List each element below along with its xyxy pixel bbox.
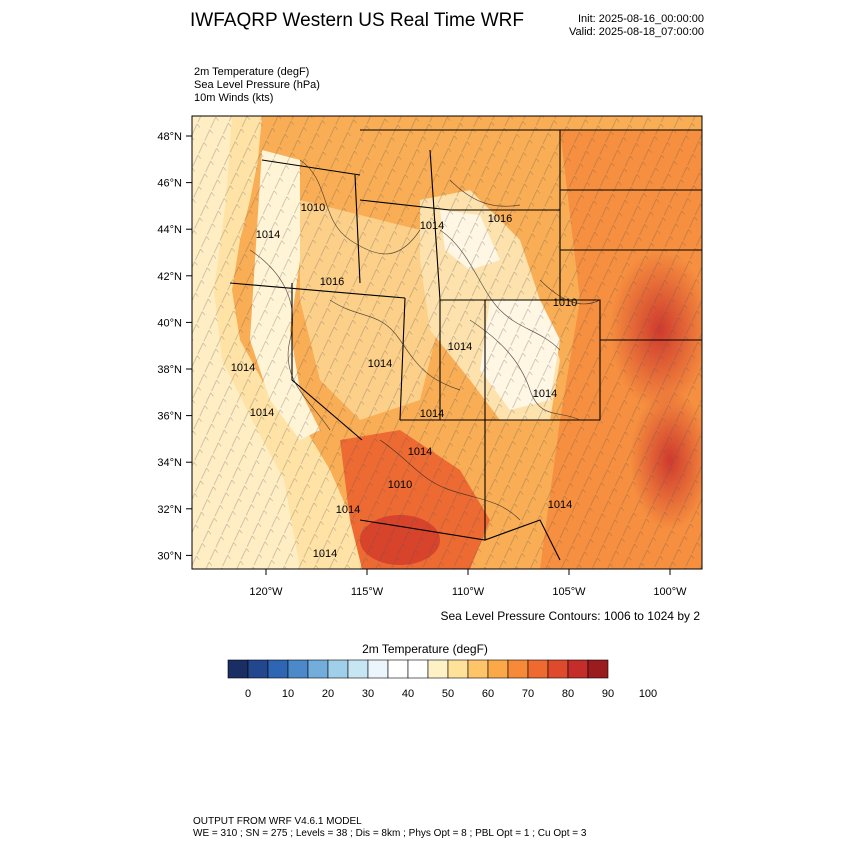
- map-frame: [191, 115, 703, 570]
- colorbar-tick-label: 10: [282, 688, 294, 700]
- colorbar-tick-label: 0: [245, 688, 251, 700]
- contour-note: Sea Level Pressure Contours: 1006 to 102…: [440, 609, 701, 623]
- pressure-label: 1016: [320, 276, 344, 288]
- lat-label: 48°N: [157, 131, 182, 143]
- init-time: Init: 2025-08-16_00:00:00: [578, 13, 704, 25]
- field-label-pressure: Sea Level Pressure (hPa): [194, 79, 320, 91]
- model-info-line1: OUTPUT FROM WRF V4.6.1 MODEL: [193, 816, 362, 827]
- colorbar-tick-label: 100: [639, 688, 657, 700]
- colorbar-title: 2m Temperature (degF): [362, 642, 488, 656]
- pressure-label: 1014: [250, 407, 274, 419]
- colorbar-tick-label: 40: [402, 688, 414, 700]
- pressure-label: 1014: [368, 358, 392, 370]
- wind-barbs: [192, 116, 702, 569]
- longitude-axis: 120°W 115°W 110°W 105°W 100°W: [249, 569, 687, 598]
- pressure-label: 1010: [553, 297, 577, 309]
- pressure-label: 1016: [488, 213, 512, 225]
- colorbar-swatch: [407, 659, 429, 679]
- pressure-label: 1014: [408, 446, 432, 458]
- lon-label: 115°W: [351, 586, 384, 598]
- model-info-line2: WE = 310 ; SN = 275 ; Levels = 38 ; Dis …: [193, 828, 587, 839]
- colorbar-swatch: [467, 659, 489, 679]
- pressure-label: 1014: [336, 504, 360, 516]
- lon-label: 100°W: [653, 586, 687, 598]
- chart-title: IWFAQRP Western US Real Time WRF: [190, 10, 524, 31]
- colorbar: 0 10 20 30 40 50 60 70 80 90 100: [227, 659, 657, 700]
- lat-label: 38°N: [157, 364, 182, 376]
- colorbar-swatch: [287, 659, 309, 679]
- pressure-label: 1014: [231, 362, 255, 374]
- field-label-temperature: 2m Temperature (degF): [194, 66, 310, 78]
- lat-label: 44°N: [157, 224, 182, 236]
- colorbar-swatch: [327, 659, 349, 679]
- latitude-axis: 48°N 46°N 44°N 42°N 40°N 38°N 36°N 34°N 32°N 30°N: [157, 131, 192, 562]
- pressure-label: 1014: [313, 548, 337, 560]
- colorbar-tick-label: 70: [522, 688, 534, 700]
- valid-time: Valid: 2025-08-18_07:00:00: [569, 26, 704, 38]
- colorbar-swatch: [427, 659, 449, 679]
- colorbar-swatch: [527, 659, 549, 679]
- map-field: [192, 116, 702, 569]
- colorbar-tick-label: 90: [602, 688, 614, 700]
- colorbar-swatch: [267, 659, 289, 679]
- lat-label: 40°N: [157, 317, 182, 329]
- colorbar-tick-label: 80: [562, 688, 574, 700]
- colorbar-tick-label: 50: [442, 688, 454, 700]
- lat-label: 42°N: [157, 271, 182, 283]
- field-label-winds: 10m Winds (kts): [194, 92, 274, 104]
- colorbar-swatch: [347, 659, 369, 679]
- pressure-label: 1014: [448, 341, 472, 353]
- colorbar-swatch: [307, 659, 329, 679]
- lat-label: 36°N: [157, 411, 182, 423]
- colorbar-swatch: [547, 659, 569, 679]
- colorbar-swatch: [247, 659, 269, 679]
- colorbar-swatch: [447, 659, 469, 679]
- colorbar-tick-label: 20: [322, 688, 334, 700]
- colorbar-swatch: [567, 659, 589, 679]
- colorbar-swatch: [487, 659, 509, 679]
- colorbar-swatch: [387, 659, 409, 679]
- lat-label: 32°N: [157, 504, 182, 516]
- pressure-contours: [249, 159, 601, 521]
- lon-label: 120°W: [249, 586, 283, 598]
- pressure-label: 1014: [533, 388, 557, 400]
- colorbar-swatch: [227, 659, 249, 679]
- pressure-label: 1014: [420, 408, 444, 420]
- pressure-label: 1010: [388, 479, 412, 491]
- colorbar-swatch: [587, 659, 609, 679]
- state-borders: [229, 129, 702, 561]
- lon-label: 105°W: [552, 586, 586, 598]
- colorbar-swatch: [367, 659, 389, 679]
- pressure-label: 1014: [256, 229, 280, 241]
- lat-label: 46°N: [157, 178, 182, 190]
- lon-label: 110°W: [452, 586, 485, 598]
- pressure-label: 1014: [420, 220, 444, 232]
- lat-label: 34°N: [157, 457, 182, 469]
- colorbar-tick-label: 60: [482, 688, 494, 700]
- pressure-label: 1014: [548, 499, 572, 511]
- colorbar-tick-label: 30: [362, 688, 374, 700]
- pressure-label: 1010: [301, 202, 325, 214]
- lat-label: 30°N: [157, 550, 182, 562]
- colorbar-swatch: [507, 659, 529, 679]
- pressure-label-group: 1010 1014 1014 1016 1016 1010 1014 1014 …: [231, 202, 577, 560]
